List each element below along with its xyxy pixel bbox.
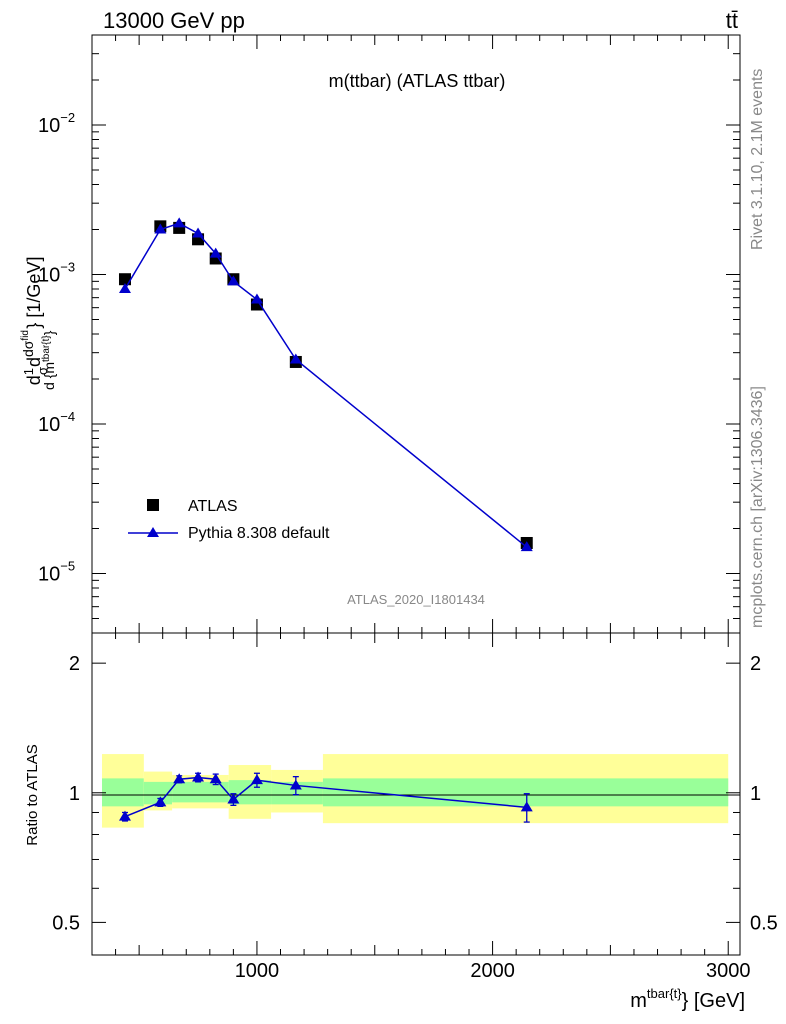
ratio-y-tick-label-right: 0.5 xyxy=(750,912,778,934)
pythia-data-point xyxy=(289,353,302,364)
legend: ATLAS Pythia 8.308 default xyxy=(128,498,330,542)
ratio-y-axis-label: Ratio to ATLAS xyxy=(24,744,41,845)
legend-atlas-label: ATLAS xyxy=(188,498,238,515)
pythia-line xyxy=(124,222,528,548)
ratio-y-tick-label-right: 2 xyxy=(750,653,761,675)
ratio-y-tick-label-left: 1 xyxy=(69,783,80,805)
pythia-data-point xyxy=(250,293,263,304)
ratio-data-point xyxy=(192,771,205,782)
ratio-axis-ticks xyxy=(92,633,740,955)
legend-pythia-marker xyxy=(147,527,159,537)
mcplots-source-label: mcplots.cern.ch [arXiv:1306.3436] xyxy=(749,386,766,628)
stat-band xyxy=(322,778,729,807)
stat-band xyxy=(172,781,229,803)
main-axis-ticks xyxy=(92,34,740,634)
collision-label: 13000 GeV pp xyxy=(103,8,245,33)
ratio-data-point xyxy=(173,773,186,784)
x-tick-label: 1000 xyxy=(235,960,280,982)
y-tick-label: 10−2 xyxy=(38,110,75,137)
ratio-y-tick-label-left: 0.5 xyxy=(52,912,80,934)
ratio-data-point xyxy=(209,773,222,784)
atlas-data-point xyxy=(118,273,131,286)
ratio-tick-labels: 0.5 0.5 1 1 2 2 1000 2000 3000 xyxy=(52,653,778,982)
ratio-data-point xyxy=(250,774,263,785)
pythia-data-point xyxy=(209,247,222,258)
y-axis-label-fraction: d1σddσfidd {mtbar{t}}} [1/GeV] xyxy=(20,257,57,390)
ratio-plot-panel: 0.5 0.5 1 1 2 2 1000 2000 3000 Ratio to ATLAS mt… xyxy=(24,632,778,1012)
main-plot-frame xyxy=(91,34,741,634)
rivet-version-label: Rivet 3.1.10, 2.1M events xyxy=(749,69,766,250)
ratio-data-layer xyxy=(118,771,533,823)
main-plot-panel: 10−510−410−310−2 m(ttbar) (ATLAS ttbar) … xyxy=(20,34,741,634)
ratio-y-tick-label-left: 2 xyxy=(69,653,80,675)
stat-band xyxy=(102,778,144,807)
ratio-data-point xyxy=(227,793,240,804)
pythia-data-point xyxy=(173,217,186,228)
legend-pythia-label: Pythia 8.308 default xyxy=(188,525,330,542)
y-tick-label: 10−4 xyxy=(38,409,75,436)
stat-band xyxy=(143,781,173,805)
legend-atlas-marker xyxy=(147,499,159,511)
ratio-y-tick-label-right: 1 xyxy=(750,783,761,805)
y-tick-label: 10−5 xyxy=(38,559,75,586)
pythia-data-point xyxy=(192,227,205,238)
x-tick-label: 2000 xyxy=(470,960,515,982)
x-axis-label: mtbar{t}} [GeV] xyxy=(630,986,745,1012)
analysis-id-label: ATLAS_2020_I1801434 xyxy=(347,592,485,607)
pythia-data-point xyxy=(118,282,131,293)
ratio-data-point xyxy=(289,779,302,790)
x-tick-label: 3000 xyxy=(706,960,751,982)
ratio-plot-frame xyxy=(91,632,741,956)
atlas-data-point xyxy=(250,298,263,311)
plot-title: m(ttbar) (ATLAS ttbar) xyxy=(329,71,506,91)
main-y-tick-labels: 10−510−410−310−2 xyxy=(38,110,75,586)
pythia-data-point xyxy=(227,275,240,286)
pythia-data-point xyxy=(520,541,533,552)
ratio-data-point xyxy=(118,810,131,821)
pythia-data-point xyxy=(154,223,167,234)
ratio-data-point xyxy=(154,796,167,807)
ratio-uncertainty-bands xyxy=(102,754,729,828)
main-data-layer xyxy=(118,217,533,552)
ratio-data-point xyxy=(520,801,533,812)
main-y-axis-label: d1σddσfidd {mtbar{t}}} [1/GeV] xyxy=(20,257,57,390)
process-label: tt̄ xyxy=(726,8,738,33)
